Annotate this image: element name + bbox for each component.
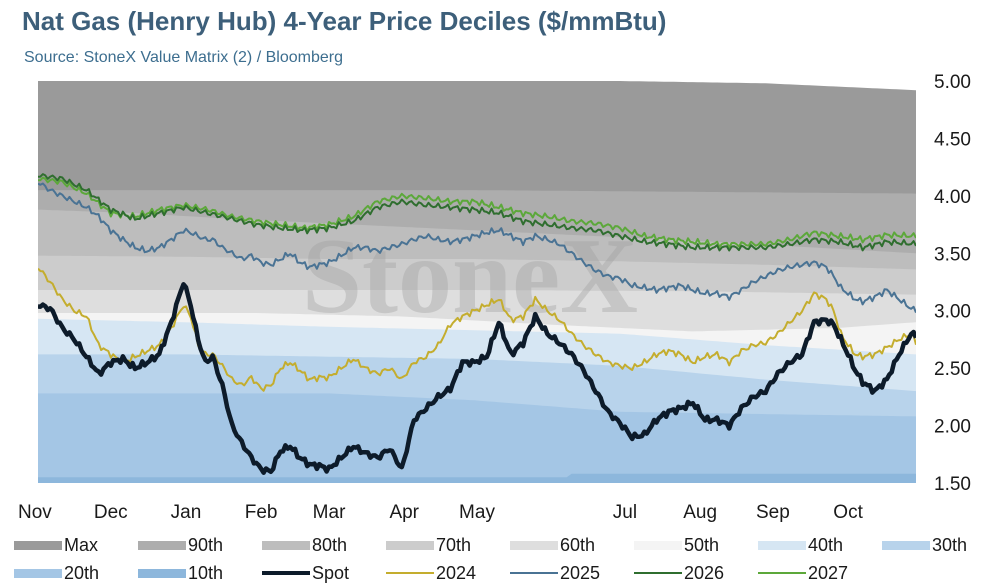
legend-item-30th: 30th xyxy=(882,532,967,558)
legend-swatch xyxy=(386,540,434,550)
legend-item-60th: 60th xyxy=(510,532,595,558)
legend-swatch xyxy=(634,540,682,550)
legend-swatch xyxy=(262,571,310,575)
legend-item-20th: 20th xyxy=(14,560,99,586)
chart-subtitle: Source: StoneX Value Matrix (2) / Bloomb… xyxy=(24,49,343,66)
legend: Max 90th 80th 70th 60th 50th 40th 30th 20th 10th S… xyxy=(0,532,995,588)
x-tick-label: Apr xyxy=(389,502,419,523)
x-tick-label: Mar xyxy=(313,502,346,523)
price-lines xyxy=(38,173,916,475)
x-tick-label: Jul xyxy=(613,502,637,523)
x-tick-label: Aug xyxy=(683,502,717,523)
series-line-2027 xyxy=(38,176,916,249)
y-tick-label: 2.00 xyxy=(934,417,971,438)
legend-item-2025: 2025 xyxy=(510,560,600,586)
legend-label: 90th xyxy=(188,534,224,555)
legend-label: 50th xyxy=(684,534,720,555)
legend-swatch xyxy=(138,540,186,550)
legend-label: Spot xyxy=(312,562,350,583)
x-tick-label: Sep xyxy=(756,502,790,523)
legend-label: 30th xyxy=(932,534,968,555)
legend-label: 80th xyxy=(312,534,348,555)
legend-label: 2024 xyxy=(436,562,477,583)
legend-item-40th: 40th xyxy=(758,532,843,558)
legend-label: 2027 xyxy=(808,562,849,583)
series-line-2026 xyxy=(38,173,916,252)
y-tick-label: 4.50 xyxy=(934,129,971,150)
x-tick-label: Feb xyxy=(245,502,278,523)
legend-label: 10th xyxy=(188,562,224,583)
x-tick-label: Nov xyxy=(18,502,52,523)
legend-item-70th: 70th xyxy=(386,532,471,558)
x-axis: Nov Dec Jan Feb Mar Apr May Jul Aug Sep Oct xyxy=(18,502,864,523)
legend-swatch xyxy=(14,568,62,578)
legend-label: 2025 xyxy=(560,562,601,583)
legend-item-80th: 80th xyxy=(262,532,347,558)
legend-label: 2026 xyxy=(684,562,725,583)
decile-band-20th xyxy=(38,393,916,483)
y-tick-label: 2.50 xyxy=(934,359,971,380)
y-tick-label: 4.00 xyxy=(934,187,971,208)
legend-swatch xyxy=(510,540,558,550)
legend-swatch xyxy=(758,540,806,550)
legend-swatch xyxy=(510,572,558,574)
legend-label: 70th xyxy=(436,534,472,555)
legend-swatch xyxy=(386,572,434,574)
decile-band-10th xyxy=(38,473,916,483)
legend-label: 20th xyxy=(64,562,100,583)
legend-item-90th: 90th xyxy=(138,532,223,558)
legend-swatch xyxy=(138,568,186,578)
legend-swatch xyxy=(262,540,310,550)
y-tick-label: 3.50 xyxy=(934,244,971,265)
legend-item-50th: 50th xyxy=(634,532,719,558)
legend-item-max: Max xyxy=(14,532,98,558)
legend-swatch xyxy=(758,572,806,574)
series-line-2024 xyxy=(38,267,916,392)
legend-item-10th: 10th xyxy=(138,560,223,586)
x-tick-label: May xyxy=(459,502,495,523)
legend-label: 60th xyxy=(560,534,596,555)
legend-item-2027: 2027 xyxy=(758,560,848,586)
legend-item-2024: 2024 xyxy=(386,560,476,586)
decile-bands xyxy=(38,81,916,483)
series-line-spot xyxy=(38,282,916,475)
chart-title: Nat Gas (Henry Hub) 4-Year Price Deciles… xyxy=(22,6,667,36)
legend-label: Max xyxy=(64,534,99,555)
y-tick-label: 1.50 xyxy=(934,474,971,495)
y-tick-label: 3.00 xyxy=(934,302,971,323)
legend-item-2026: 2026 xyxy=(634,560,724,586)
x-tick-label: Jan xyxy=(171,502,202,523)
y-axis: 5.00 4.50 4.00 3.50 3.00 2.50 2.00 1.50 xyxy=(934,72,971,495)
y-tick-label: 5.00 xyxy=(934,72,971,93)
x-tick-label: Dec xyxy=(94,502,128,523)
legend-swatch xyxy=(634,572,682,574)
legend-label: 40th xyxy=(808,534,844,555)
legend-swatch xyxy=(882,540,930,550)
watermark: StoneX xyxy=(302,217,638,336)
legend-item-spot: Spot xyxy=(262,560,349,586)
series-line-2025 xyxy=(38,182,916,313)
legend-swatch xyxy=(14,540,62,550)
x-tick-label: Oct xyxy=(833,502,863,523)
chart-canvas: StoneX 5.004.504.003.503.002.502.001.50 … xyxy=(18,72,971,523)
